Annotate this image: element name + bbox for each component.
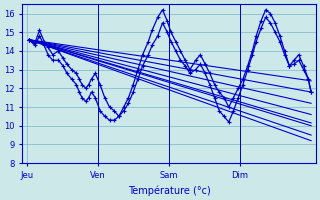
X-axis label: Température (°c): Température (°c) — [128, 185, 211, 196]
